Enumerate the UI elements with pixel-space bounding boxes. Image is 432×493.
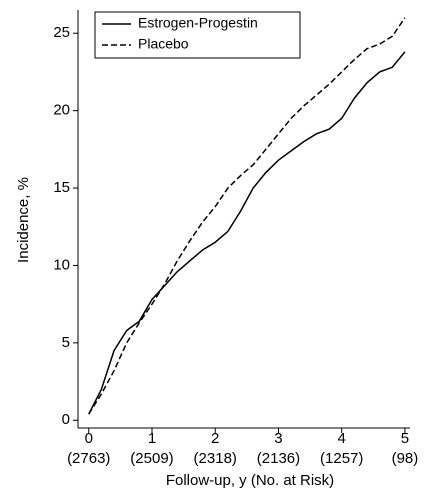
legend-box: [94, 11, 301, 59]
x-tick-label: 3: [274, 430, 282, 447]
x-tick-label: 2: [211, 430, 219, 447]
legend: Estrogen-Progestin Placebo: [94, 11, 301, 59]
series-line: [88, 51, 406, 415]
at-risk-label: (2509): [130, 450, 173, 467]
at-risk-label: (2136): [257, 450, 300, 467]
at-risk-label: (98): [392, 450, 419, 467]
series-line: [88, 17, 406, 415]
x-tick-label: 0: [85, 430, 93, 447]
x-axis-label: Follow-up, y (No. at Risk): [166, 472, 334, 489]
at-risk-label: (2763): [67, 450, 110, 467]
legend-label: Placebo: [138, 36, 189, 52]
at-risk-label: (1257): [320, 450, 363, 467]
y-tick-label: 5: [62, 334, 70, 351]
y-tick-label: 10: [53, 256, 70, 273]
y-tick-label: 0: [62, 411, 70, 428]
x-tick-label: 4: [338, 430, 346, 447]
at-risk-label: (2318): [194, 450, 237, 467]
y-tick-label: 15: [53, 179, 70, 196]
y-tick-label: 20: [53, 102, 70, 119]
x-tick-label: 1: [148, 430, 156, 447]
legend-label: Estrogen-Progestin: [138, 15, 258, 31]
y-axis-label: Incidence, %: [15, 177, 32, 263]
x-tick-label: 5: [401, 430, 409, 447]
y-tick-label: 25: [53, 24, 70, 41]
